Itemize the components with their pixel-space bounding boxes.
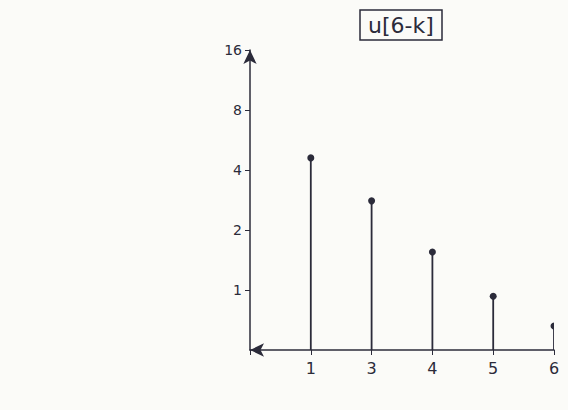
svg-text:6: 6 bbox=[549, 359, 559, 378]
svg-text:3: 3 bbox=[367, 359, 377, 378]
svg-text:4: 4 bbox=[427, 359, 437, 378]
svg-text:4: 4 bbox=[233, 162, 242, 178]
svg-text:5: 5 bbox=[488, 359, 498, 378]
svg-text:u[6-k]: u[6-k] bbox=[368, 13, 434, 38]
svg-text:1: 1 bbox=[306, 359, 316, 378]
svg-text:16: 16 bbox=[224, 42, 242, 58]
svg-text:8: 8 bbox=[233, 102, 242, 118]
svg-text:2: 2 bbox=[233, 222, 242, 238]
svg-text:1: 1 bbox=[233, 282, 242, 298]
